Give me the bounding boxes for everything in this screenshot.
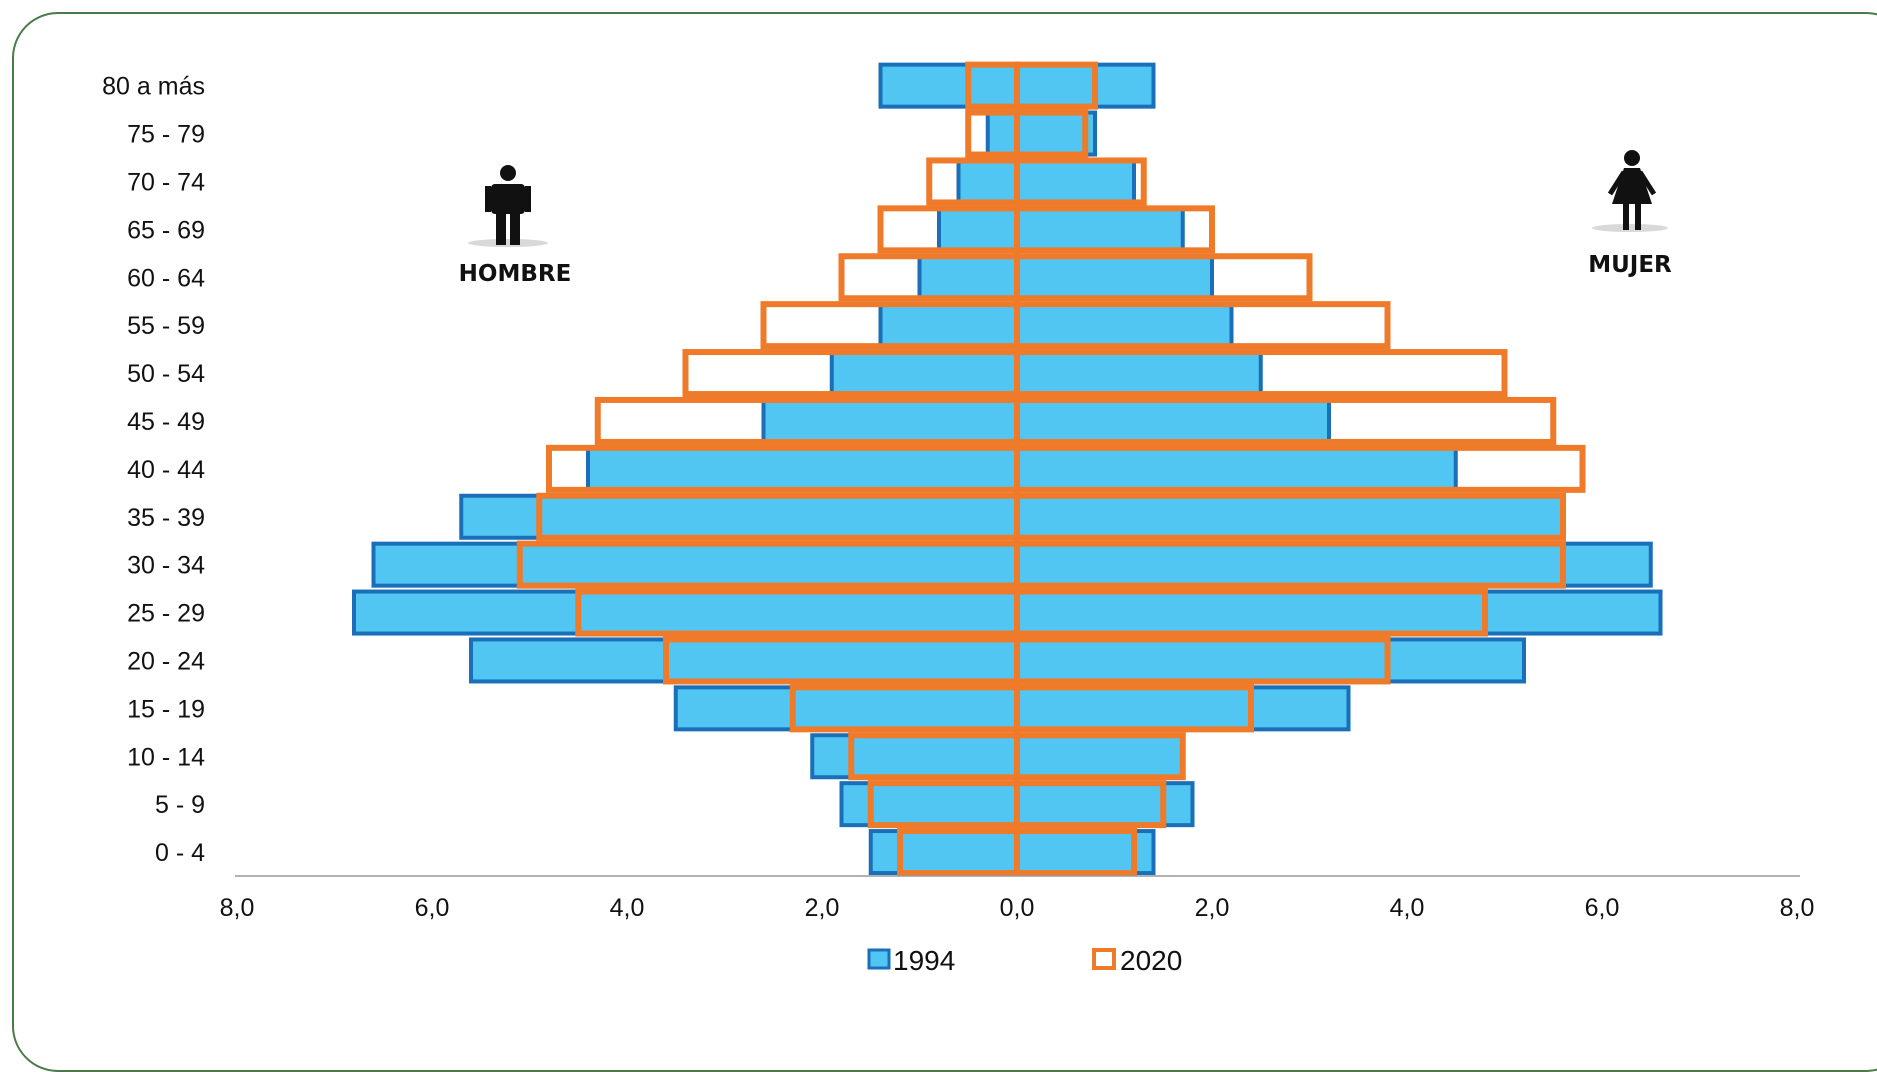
age-label: 80 a más — [102, 73, 205, 101]
man-icon — [468, 165, 548, 247]
age-label: 20 - 24 — [127, 647, 205, 675]
bar-1994-hombre — [761, 397, 1019, 444]
legend-swatch-2020 — [1092, 948, 1116, 970]
age-label: 0 - 4 — [155, 839, 205, 867]
x-tick-label: 2,0 — [805, 894, 840, 922]
legend: 1994 2020 — [867, 945, 1182, 976]
age-label: 10 - 14 — [127, 743, 205, 771]
bar-1994-mujer — [1015, 158, 1136, 205]
bar-1994-hombre — [829, 350, 1019, 397]
x-tick-label: 2,0 — [1195, 894, 1230, 922]
bar-1994-hombre — [878, 302, 1019, 349]
bar-1994-hombre — [937, 206, 1019, 253]
age-label: 5 - 9 — [155, 791, 205, 819]
bar-1994-hombre — [868, 829, 1019, 876]
bar-1994-mujer — [1015, 493, 1565, 540]
x-tick-label: 6,0 — [415, 894, 450, 922]
bar-1994-mujer — [1015, 254, 1214, 301]
bar-1994-mujer — [1015, 206, 1185, 253]
bar-1994-hombre — [917, 254, 1019, 301]
bar-1994-mujer — [1015, 397, 1331, 444]
bar-1994-mujer — [1015, 62, 1156, 109]
bar-1994-hombre — [810, 733, 1019, 780]
age-label: 25 - 29 — [127, 600, 205, 628]
bar-1994-mujer — [1015, 541, 1653, 588]
x-tick-label: 6,0 — [1585, 894, 1620, 922]
legend-label-2020: 2020 — [1120, 945, 1182, 976]
age-label: 55 - 59 — [127, 312, 205, 340]
bar-1994-mujer — [1015, 637, 1526, 684]
bar-1994-hombre — [878, 62, 1019, 109]
x-tick-labels: 8,0 6,0 4,0 2,0 0,0 2,0 4,0 6,0 8,0 — [220, 894, 1815, 922]
age-label: 50 - 54 — [127, 360, 205, 388]
age-label: 35 - 39 — [127, 504, 205, 532]
hombre-label: HOMBRE — [459, 261, 572, 287]
age-label: 75 - 79 — [127, 121, 205, 149]
age-labels: 0 - 4 5 - 9 10 - 14 15 - 19 20 - 24 25 - 29 30… — [102, 73, 205, 867]
population-pyramid-chart: 0 - 4 5 - 9 10 - 14 15 - 19 20 - 24 25 - 29 30… — [102, 61, 1815, 976]
age-label: 30 - 34 — [127, 552, 205, 580]
bar-1994-hombre — [985, 110, 1019, 157]
bar-1994-mujer — [1015, 685, 1351, 732]
legend-label-1994: 1994 — [893, 945, 955, 976]
x-tick-label: 4,0 — [1390, 894, 1425, 922]
bar-1994-mujer — [1015, 733, 1185, 780]
bar-1994-hombre — [956, 158, 1019, 205]
bar-1994-hombre — [469, 637, 1019, 684]
age-label: 60 - 64 — [127, 264, 205, 292]
bar-1994-hombre — [673, 685, 1019, 732]
bar-1994-mujer — [1015, 350, 1263, 397]
woman-icon — [1592, 150, 1668, 232]
x-tick-label: 8,0 — [220, 894, 255, 922]
mujer-label: MUJER — [1588, 252, 1672, 278]
bar-1994-mujer — [1015, 589, 1663, 636]
age-label: 65 - 69 — [127, 216, 205, 244]
x-tick-label: 4,0 — [610, 894, 645, 922]
bar-1994-hombre — [586, 445, 1019, 492]
x-tick-label: 0,0 — [1000, 894, 1035, 922]
bar-1994-mujer — [1015, 445, 1458, 492]
bar-1994-hombre — [459, 493, 1019, 540]
x-tick-label: 8,0 — [1780, 894, 1815, 922]
legend-swatch-1994 — [867, 948, 891, 970]
age-label: 70 - 74 — [127, 168, 205, 196]
age-label: 45 - 49 — [127, 408, 205, 436]
age-label: 15 - 19 — [127, 695, 205, 723]
bar-1994-hombre — [352, 589, 1019, 636]
bar-1994-hombre — [371, 541, 1019, 588]
bar-1994-mujer — [1015, 302, 1234, 349]
age-label: 40 - 44 — [127, 456, 205, 484]
